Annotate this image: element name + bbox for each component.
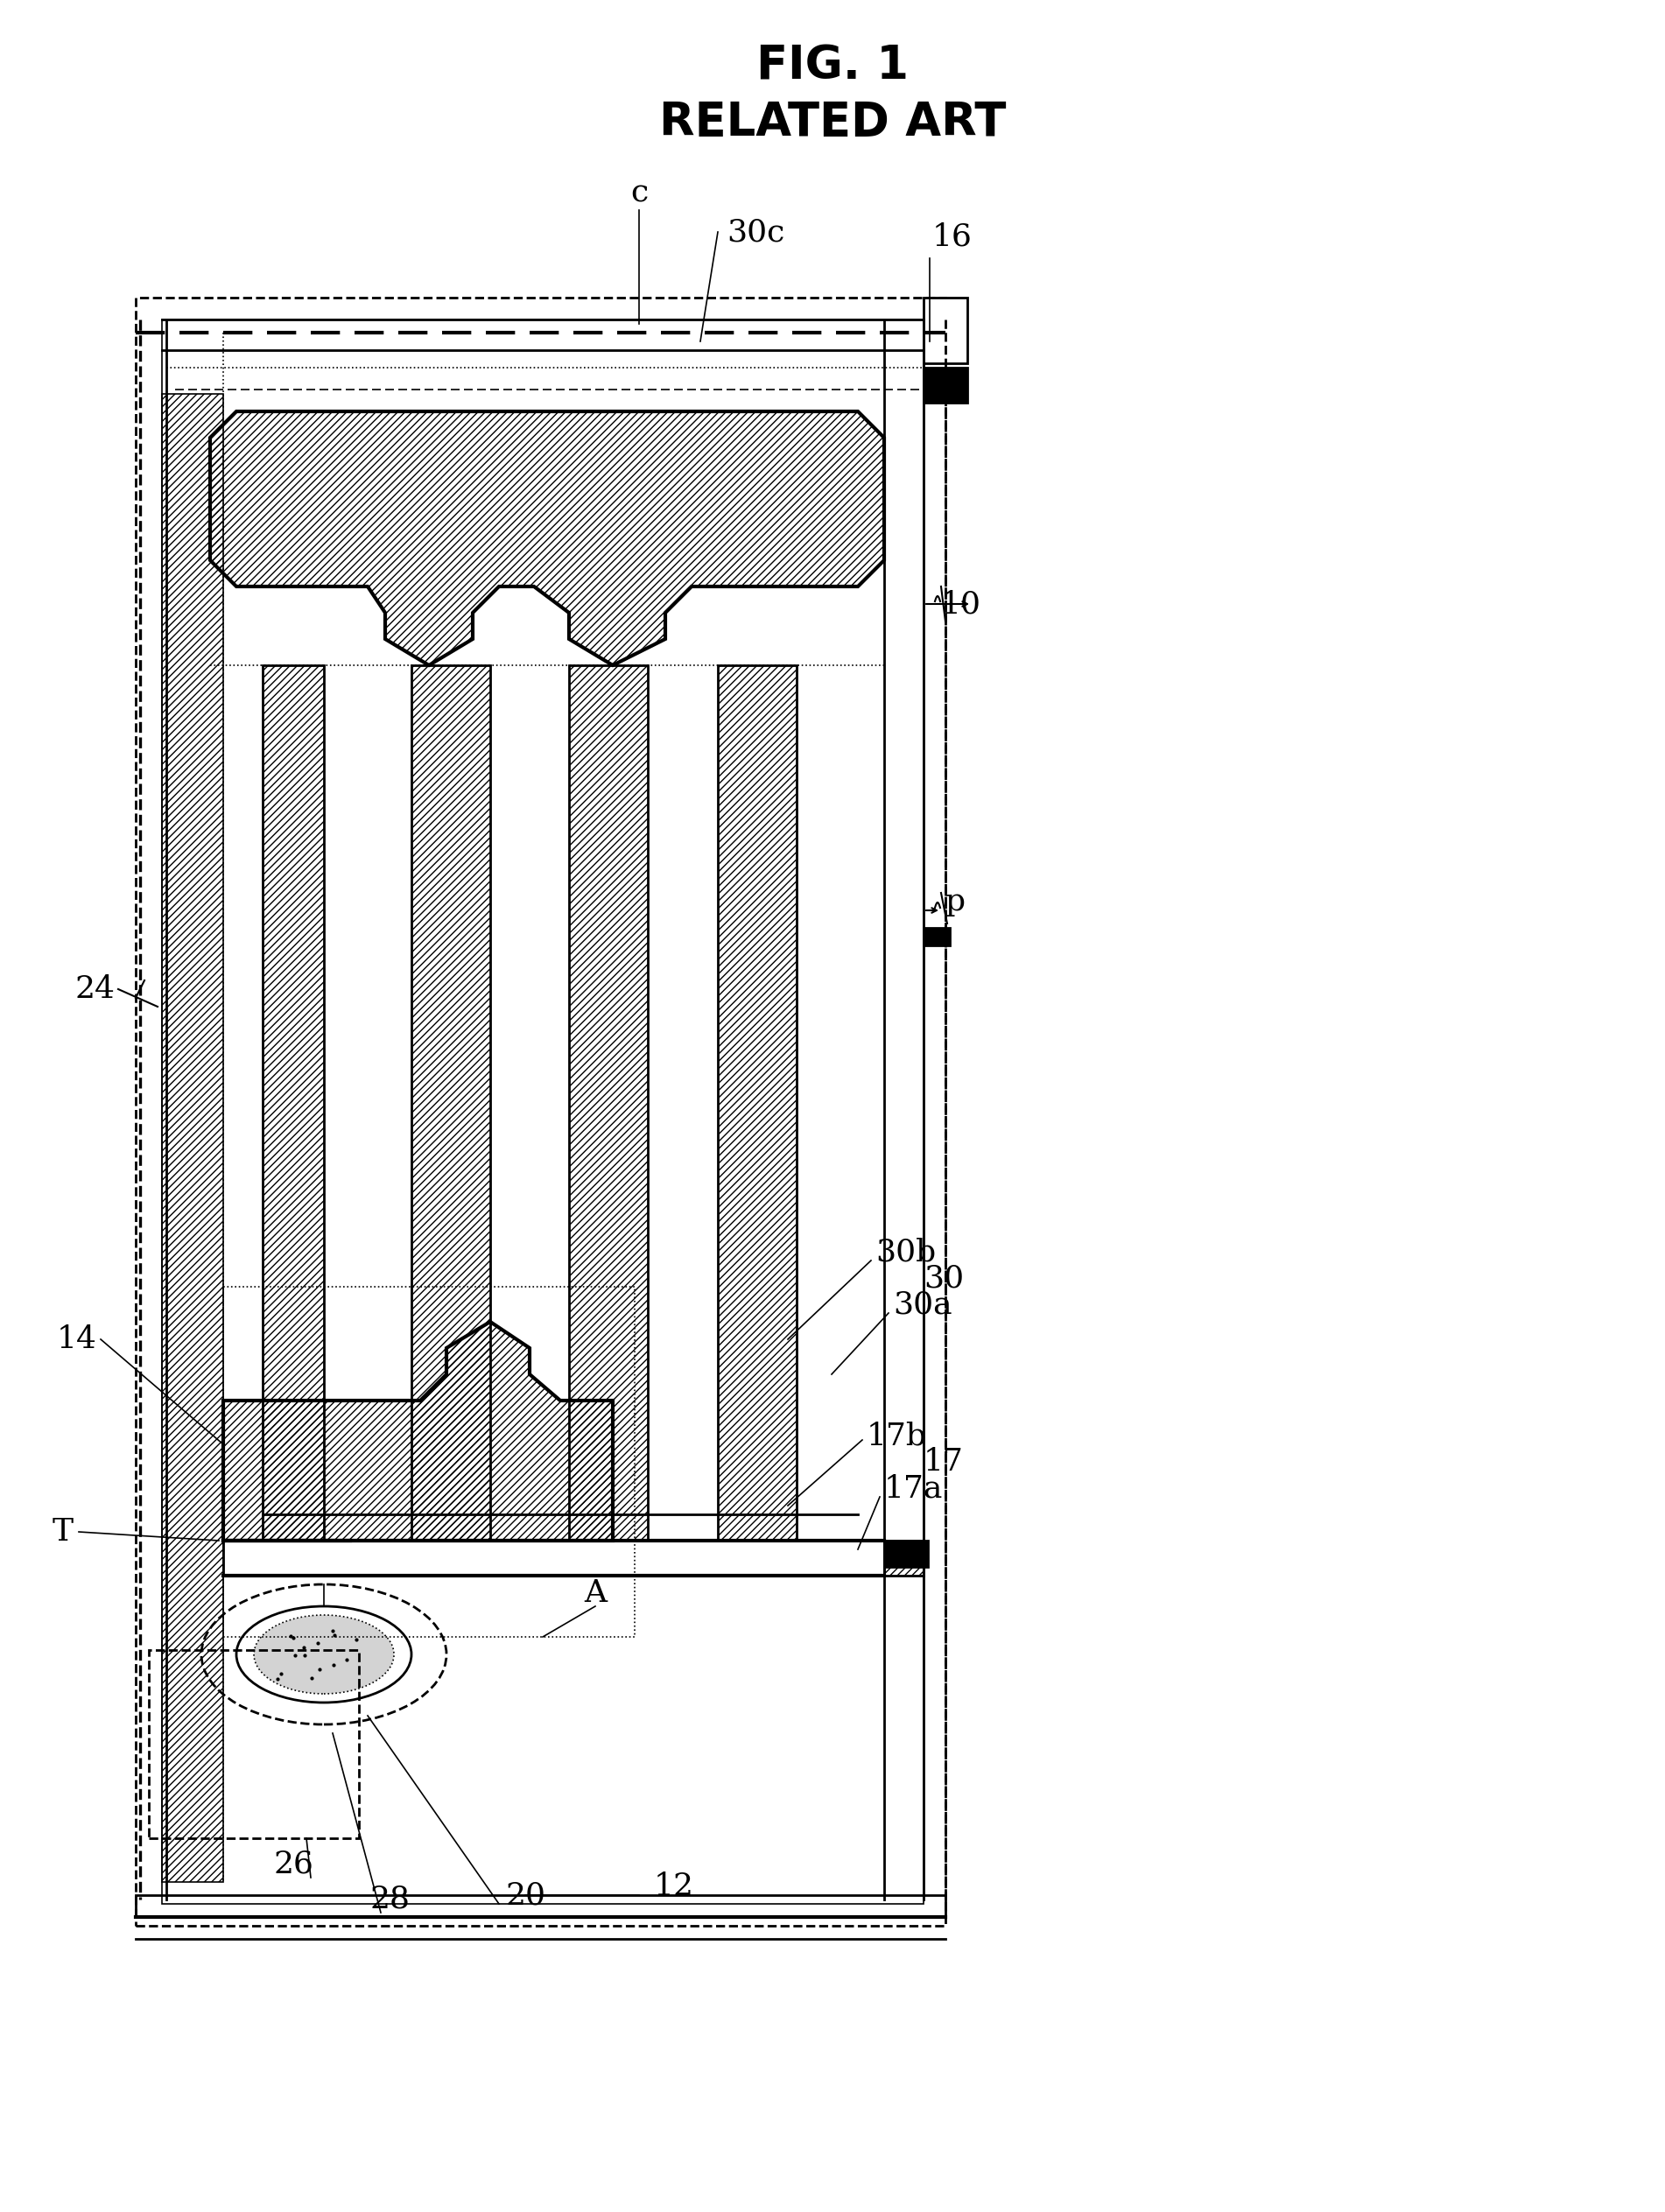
Bar (718, 666, 796, 1540)
Text: p: p (946, 887, 966, 916)
Text: 17b: 17b (867, 1420, 927, 1451)
Bar (884, 1540, 927, 1566)
Bar (223, 1287, 634, 1637)
Text: 14: 14 (57, 1325, 97, 1354)
Bar (135, 1896, 946, 1918)
Bar (411, 666, 490, 1540)
Text: 17a: 17a (884, 1473, 942, 1502)
Text: c: c (629, 177, 648, 208)
Text: 10: 10 (941, 588, 981, 619)
Bar (135, 299, 946, 1927)
Bar (223, 1540, 884, 1575)
Bar (924, 299, 967, 363)
Bar (148, 1650, 360, 1838)
Text: 28: 28 (370, 1885, 410, 1913)
Text: FIG. 1: FIG. 1 (756, 42, 909, 88)
Bar (263, 666, 325, 1540)
Text: T: T (53, 1517, 73, 1546)
Bar (223, 1540, 924, 1575)
Bar (162, 394, 223, 1882)
Bar (924, 367, 967, 403)
Text: 30b: 30b (876, 1237, 936, 1267)
Bar (924, 927, 949, 945)
Text: 12: 12 (654, 1871, 694, 1902)
Text: 24: 24 (75, 973, 115, 1004)
Text: 30a: 30a (892, 1290, 952, 1318)
Text: 26: 26 (273, 1849, 313, 1880)
Text: 16: 16 (932, 221, 972, 252)
Text: 20: 20 (504, 1880, 546, 1909)
Ellipse shape (253, 1615, 395, 1694)
Bar (162, 319, 924, 1905)
Text: 30: 30 (924, 1263, 964, 1292)
Text: RELATED ART: RELATED ART (659, 100, 1006, 146)
Bar (569, 666, 648, 1540)
Text: 17: 17 (924, 1447, 964, 1478)
Text: A: A (584, 1577, 606, 1608)
Text: 30c: 30c (726, 217, 784, 248)
